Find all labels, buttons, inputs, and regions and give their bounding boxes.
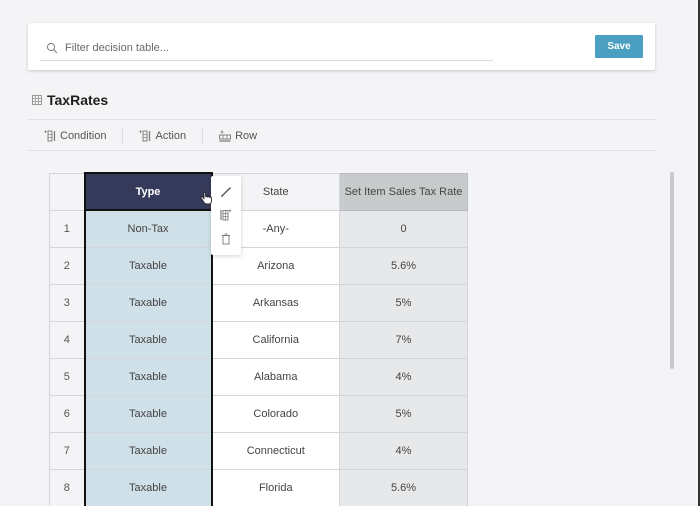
row-index[interactable]: 1 [49,209,85,248]
cell-state[interactable]: Arkansas [211,283,340,322]
cell-state[interactable]: Florida [211,468,340,506]
cell-state[interactable]: Colorado [211,394,340,433]
save-button[interactable]: Save [595,35,643,58]
table-row: 5 Taxable Alabama 4% [49,357,468,396]
table-toolbar: Condition Action Row [44,127,273,145]
add-row-label: Row [235,130,258,142]
table-icon [32,95,42,105]
add-action-button[interactable]: Action [139,130,202,142]
column-header-tax-rate[interactable]: Set Item Sales Tax Rate [339,172,468,211]
table-row: 4 Taxable California 7% [49,320,468,359]
table-row: 3 Taxable Arkansas 5% [49,283,468,322]
add-row-button[interactable]: Row [219,130,273,142]
cell-type[interactable]: Taxable [83,357,213,396]
row-index[interactable]: 4 [49,320,85,359]
toolbar-separator [122,128,124,144]
cell-tax-rate[interactable]: 4% [339,357,468,396]
cell-type[interactable]: Taxable [83,431,213,470]
table-row: 6 Taxable Colorado 5% [49,394,468,433]
cell-tax-rate[interactable]: 0 [339,209,468,248]
cell-type[interactable]: Taxable [83,246,213,285]
search-icon [46,42,58,53]
header-corner [49,172,85,211]
cell-type[interactable]: Taxable [83,394,213,433]
vertical-scrollbar[interactable] [670,172,674,369]
add-condition-label: Condition [60,130,107,142]
row-index[interactable]: 3 [49,283,85,322]
pencil-icon[interactable] [220,186,232,198]
table-row: 8 Taxable Florida 5.6% [49,468,468,506]
table-row: 2 Taxable Arizona 5.6% [49,246,468,285]
cell-tax-rate[interactable]: 5% [339,283,468,322]
toolbar-separator [202,128,204,144]
row-index[interactable]: 8 [49,468,85,506]
divider [28,119,656,120]
table-row: 7 Taxable Connecticut 4% [49,431,468,470]
insert-column-icon[interactable] [220,209,232,221]
add-row-icon [219,130,232,142]
cell-tax-rate[interactable]: 5% [339,394,468,433]
column-context-menu [211,176,241,255]
trash-icon[interactable] [220,233,232,245]
add-condition-column-icon [44,130,56,142]
cell-tax-rate[interactable]: 7% [339,320,468,359]
cell-tax-rate[interactable]: 4% [339,431,468,470]
cell-tax-rate[interactable]: 5.6% [339,246,468,285]
cell-type[interactable]: Non-Tax [83,209,213,248]
table-row: 1 Non-Tax -Any- 0 [49,209,468,248]
column-header-type[interactable]: Type [83,172,213,211]
cell-type[interactable]: Taxable [83,468,213,506]
cell-tax-rate[interactable]: 5.6% [339,468,468,506]
row-index[interactable]: 6 [49,394,85,433]
add-condition-button[interactable]: Condition [44,130,122,142]
filter-input[interactable] [65,41,465,54]
row-index[interactable]: 5 [49,357,85,396]
divider [28,150,656,151]
add-action-label: Action [155,130,187,142]
cell-type[interactable]: Taxable [83,283,213,322]
window-edge [698,0,700,506]
cell-type[interactable]: Taxable [83,320,213,359]
hand-cursor-icon [200,191,212,205]
add-action-column-icon [139,130,151,142]
filter-bar: Save [28,23,655,70]
cell-state[interactable]: California [211,320,340,359]
page-title: TaxRates [47,92,109,108]
filter-field [40,35,493,61]
table-title-row: TaxRates [32,92,108,108]
cell-state[interactable]: Alabama [211,357,340,396]
cell-state[interactable]: Connecticut [211,431,340,470]
row-index[interactable]: 7 [49,431,85,470]
header-row: Type State Set Item Sales Tax Rate [49,172,468,211]
decision-table: Type State Set Item Sales Tax Rate 1 Non… [49,172,468,506]
row-index[interactable]: 2 [49,246,85,285]
